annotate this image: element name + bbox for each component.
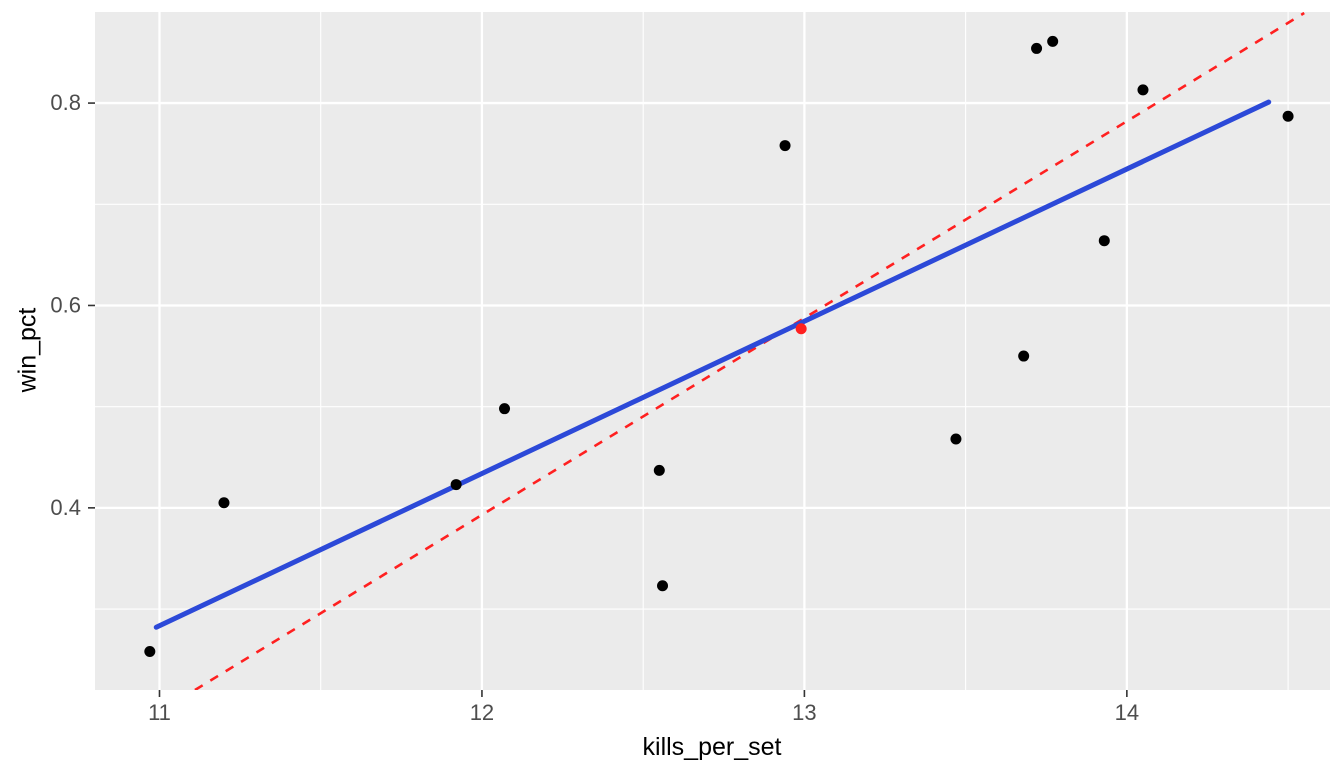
x-tick-label: 11: [148, 700, 171, 725]
y-tick-label: 0.6: [50, 292, 81, 317]
blue-regression-line: [153, 99, 1272, 630]
data-point: [1098, 235, 1110, 247]
red-dashed-line: [194, 12, 1305, 690]
highlight-point: [795, 323, 807, 335]
data-point: [218, 497, 230, 509]
data-point: [499, 403, 511, 415]
data-point: [1018, 350, 1030, 362]
x-tick-label: 13: [792, 700, 816, 725]
data-point: [1282, 110, 1294, 122]
data-point: [779, 140, 791, 152]
data-point: [144, 646, 156, 658]
data-point: [450, 479, 462, 491]
y-tick-label: 0.8: [50, 90, 81, 115]
data-point: [1137, 84, 1149, 96]
plot-panel: [95, 12, 1330, 690]
x-tick-label: 12: [470, 700, 494, 725]
x-tick-label: 14: [1115, 700, 1139, 725]
x-axis-title: kills_per_set: [642, 733, 782, 761]
y-tick-label: 0.4: [50, 495, 81, 520]
data-point: [657, 580, 669, 592]
data-point: [1047, 35, 1059, 47]
data-point: [653, 464, 665, 476]
data-point: [950, 433, 962, 445]
data-point: [1031, 42, 1043, 54]
y-axis-title: win_pct: [13, 307, 42, 393]
